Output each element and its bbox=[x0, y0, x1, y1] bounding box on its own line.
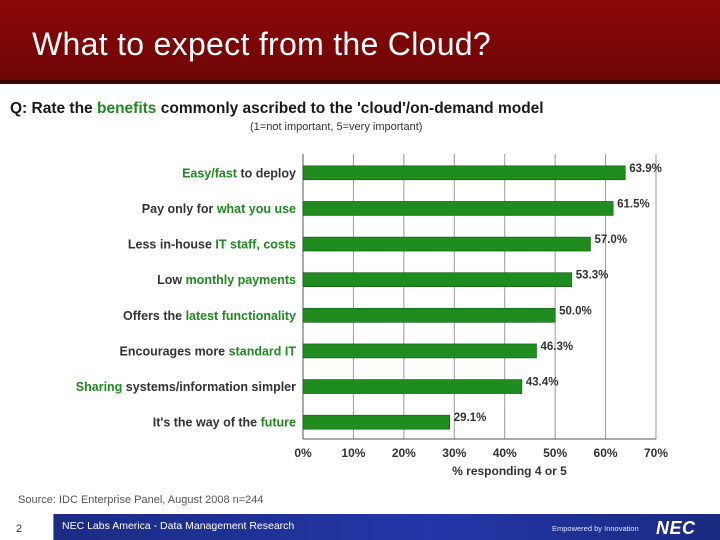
value-label: 46.3% bbox=[540, 341, 573, 353]
page-number: 2 bbox=[16, 523, 23, 535]
bar bbox=[302, 236, 591, 252]
x-axis-title: % responding 4 or 5 bbox=[452, 464, 567, 478]
x-tick-label: 70% bbox=[644, 446, 668, 460]
bar-chart: Easy/fast to deploy 63.9% Pay only for wha… bbox=[76, 154, 668, 478]
category-label: Easy/fast to deploy bbox=[182, 166, 296, 180]
category-label: Pay only for what you use bbox=[142, 202, 296, 216]
value-label: 50.0% bbox=[559, 305, 592, 317]
slide-title: What to expect from the Cloud? bbox=[32, 26, 491, 62]
x-tick-label: 30% bbox=[442, 446, 466, 460]
x-tick-label: 60% bbox=[594, 446, 618, 460]
page-number-box: 2 bbox=[0, 514, 54, 540]
x-tick-label: 40% bbox=[493, 446, 517, 460]
x-tick-label: 10% bbox=[341, 446, 365, 460]
category-label: Sharing systems/information simpler bbox=[76, 380, 296, 394]
footer-text: NEC Labs America - Data Management Resea… bbox=[62, 520, 295, 532]
x-tick-label: 50% bbox=[543, 446, 567, 460]
question-prefix: Q: Rate the bbox=[10, 100, 97, 117]
bar bbox=[302, 201, 614, 216]
category-label: It's the way of the future bbox=[153, 416, 296, 430]
bar bbox=[302, 414, 451, 430]
category-label: Encourages more standard IT bbox=[120, 344, 297, 358]
category-label: Less in-house IT staff, costs bbox=[128, 238, 296, 252]
value-label: 53.3% bbox=[576, 270, 609, 282]
category-label: Offers the latest functionality bbox=[123, 309, 296, 323]
nec-logo: NEC bbox=[656, 518, 696, 538]
value-label: 63.9% bbox=[629, 163, 662, 175]
x-tick-label: 20% bbox=[392, 446, 416, 460]
slide-header: What to expect from the Cloud? bbox=[0, 0, 720, 80]
question-suffix: commonly ascribed to the 'cloud'/on-dema… bbox=[156, 100, 544, 117]
question-highlight: benefits bbox=[96, 100, 157, 117]
bar bbox=[302, 343, 537, 359]
slide-footer: 2 NEC Labs America - Data Management Res… bbox=[0, 514, 720, 540]
value-label: 43.4% bbox=[526, 377, 559, 389]
chart-source: Source: IDC Enterprise Panel, August 200… bbox=[18, 494, 264, 506]
header-divider bbox=[0, 80, 720, 84]
x-tick-label: 0% bbox=[294, 446, 312, 460]
bar bbox=[302, 379, 523, 394]
category-label: Low monthly payments bbox=[157, 273, 296, 287]
chart-subtitle: (1=not important, 5=very important) bbox=[250, 121, 423, 133]
bar bbox=[302, 308, 556, 323]
value-label: 29.1% bbox=[454, 412, 487, 424]
footer-tagline: Empowered by Innovation bbox=[552, 524, 639, 533]
value-label: 57.0% bbox=[594, 234, 627, 246]
bar bbox=[302, 272, 573, 287]
bar bbox=[302, 165, 626, 181]
chart-question: Q: Rate the benefits commonly ascribed t… bbox=[10, 100, 544, 118]
chart-panel: Q: Rate the benefits commonly ascribed t… bbox=[0, 84, 720, 514]
value-label: 61.5% bbox=[617, 198, 650, 210]
